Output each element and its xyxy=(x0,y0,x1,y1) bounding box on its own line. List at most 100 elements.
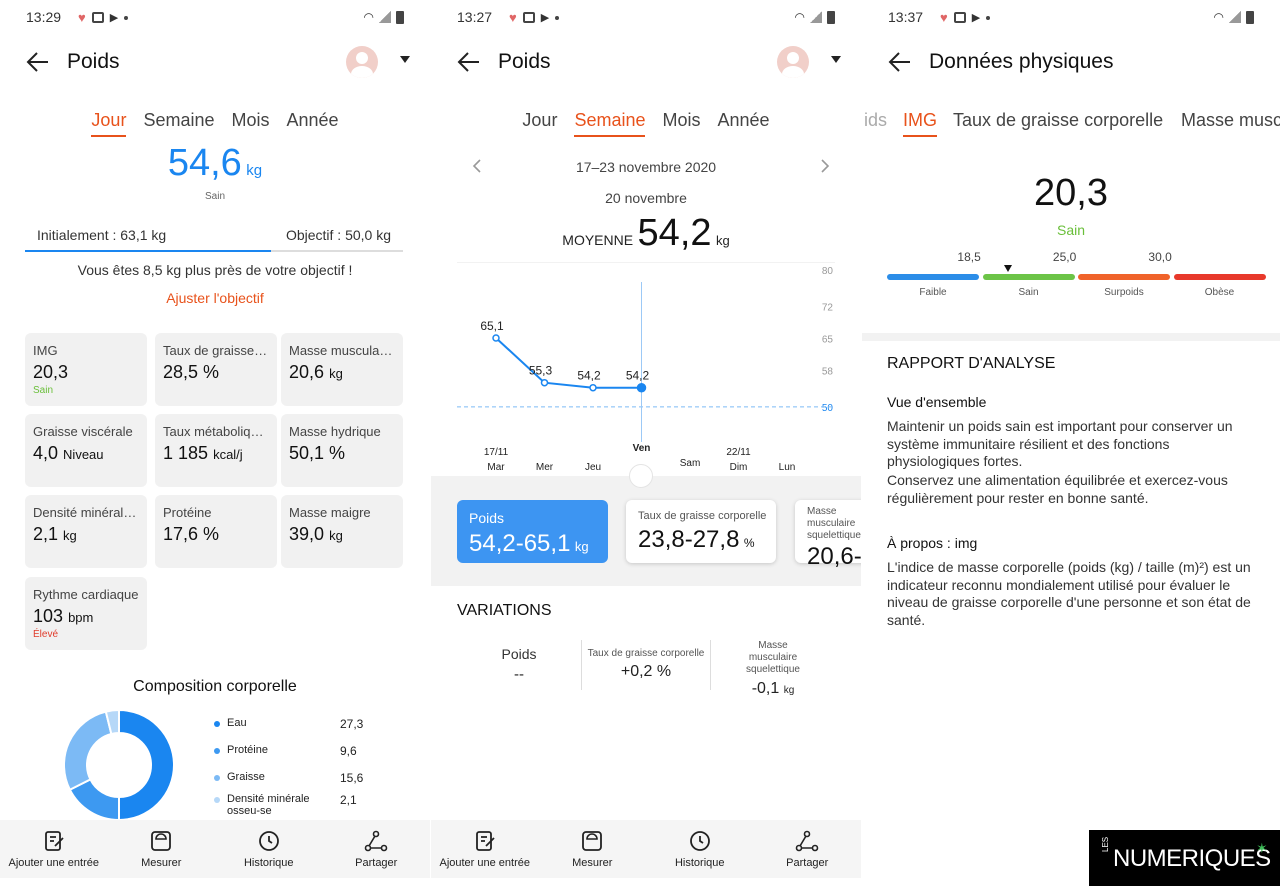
x-date-label: 17/11 xyxy=(484,447,509,458)
metric-tile-number: 39,0 xyxy=(289,524,325,544)
user-avatar[interactable] xyxy=(777,46,809,78)
back-arrow-icon[interactable] xyxy=(457,48,481,76)
metric-tile-number: 28,5 % xyxy=(163,362,220,382)
tab-day[interactable]: Jour xyxy=(91,110,127,137)
metric-tile-status: Sain xyxy=(33,385,54,396)
user-avatar[interactable] xyxy=(346,46,378,78)
metric-tile-label: Masse maigre xyxy=(289,505,371,520)
metric-tile[interactable]: Protéine 17,6 % xyxy=(155,495,277,568)
scale-segment-label: Sain xyxy=(1018,287,1039,298)
chart-handle[interactable] xyxy=(629,464,653,488)
adjust-goal-link[interactable]: Ajuster l'objectif xyxy=(166,290,264,306)
tab-year[interactable]: Année xyxy=(717,110,770,130)
metric-tile[interactable]: Taux de graisse … 28,5 % xyxy=(155,333,277,406)
nav-measure[interactable]: Mesurer xyxy=(111,829,211,869)
card-weight[interactable]: Poids 54,2-65,1 kg xyxy=(457,500,608,563)
report-title: RAPPORT D'ANALYSE xyxy=(887,355,1056,372)
edit-note-icon xyxy=(44,831,64,851)
back-arrow-icon[interactable] xyxy=(26,48,50,76)
tab-body-fat[interactable]: Taux de graisse corporelle xyxy=(953,110,1164,130)
tab-day[interactable]: Jour xyxy=(522,110,558,130)
legend-value: 15,6 xyxy=(340,771,364,785)
donut-slice xyxy=(118,708,175,822)
composition-donut-chart xyxy=(63,708,175,822)
metric-tile-label: Densité minérale … xyxy=(33,505,139,520)
share-icon xyxy=(795,830,819,852)
card-body-fat-unit: % xyxy=(743,536,755,550)
legend-label: Densité minérale osseu-se xyxy=(227,793,310,817)
nav-share-label: Partager xyxy=(355,857,398,869)
metric-tile[interactable]: Masse hydrique 50,1 % xyxy=(281,414,403,487)
metric-tile[interactable]: Masse musculair… 20,6 kg xyxy=(281,333,403,406)
tab-week[interactable]: Semaine xyxy=(143,110,215,130)
about-text: L'indice de masse corporelle (poids (kg)… xyxy=(887,559,1251,628)
card-skeletal-muscle[interactable]: Masse musculaire squelettique 20,6- xyxy=(795,500,861,570)
battery-icon xyxy=(396,10,404,24)
gallery-icon xyxy=(953,12,966,23)
battery-icon xyxy=(1246,10,1254,24)
nav-add-entry[interactable]: Ajouter une entrée xyxy=(4,829,104,869)
data-point xyxy=(589,383,597,392)
chevron-down-icon[interactable] xyxy=(400,56,410,63)
nav-share[interactable]: Partager xyxy=(757,829,857,869)
metric-tile[interactable]: Densité minérale … 2,1 kg xyxy=(25,495,147,568)
chevron-down-icon[interactable] xyxy=(831,56,841,63)
chevron-right-icon[interactable] xyxy=(819,158,831,174)
bmi-scale: Faible Sain Surpoids Obèse 18,5 25,0 30,0 xyxy=(887,248,1267,308)
variation-weight: Poids -- xyxy=(457,640,581,690)
metric-tile[interactable]: Masse maigre 39,0 kg xyxy=(281,495,403,568)
variation-body-fat: Taux de graisse corporelle +0,2 % xyxy=(581,640,711,690)
tab-month[interactable]: Mois xyxy=(662,110,701,130)
metric-tile-number: 17,6 % xyxy=(163,524,220,544)
signal-icon xyxy=(379,11,391,23)
metric-tile[interactable]: Graisse viscérale 4,0 Niveau xyxy=(25,414,147,487)
average-weight: MOYENNE 54,2 kg xyxy=(431,212,861,255)
nav-add-entry[interactable]: Ajouter une entrée xyxy=(435,829,535,869)
tab-year[interactable]: Année xyxy=(286,110,339,130)
watermark-logo: LES NUMERIQUES ✶ xyxy=(1089,830,1280,886)
card-body-fat-label: Taux de graisse corporelle xyxy=(638,510,767,522)
nav-history[interactable]: Historique xyxy=(219,829,319,869)
metric-tile[interactable]: Taux métabolique… 1 185 kcal/j xyxy=(155,414,277,487)
tab-month[interactable]: Mois xyxy=(231,110,270,130)
scale-segment xyxy=(887,274,979,280)
weekly-weight-line-chart[interactable]: 80 72 65 58 50 65,1 55,3 54,2 54,2 Mar 17/11 Mer Jeu… xyxy=(431,262,861,477)
metric-tile-value: 2,1 kg xyxy=(33,524,139,545)
data-label: 54,2 xyxy=(577,369,601,383)
y-tick-label: 72 xyxy=(822,303,834,314)
tab-previous-partial[interactable]: ids xyxy=(864,110,888,130)
composition-title: Composition corporelle xyxy=(133,678,297,695)
metric-tile[interactable]: IMG 20,3 Sain xyxy=(25,333,147,406)
card-body-fat[interactable]: Taux de graisse corporelle 23,8-27,8 % xyxy=(626,500,776,563)
data-label: 65,1 xyxy=(480,319,504,333)
x-tick-label: Jeu xyxy=(585,462,601,473)
y-tick-label: 80 xyxy=(822,266,834,277)
watermark-brand: NUMERIQUES xyxy=(1113,845,1271,872)
metric-tile-value: 1 185 kcal/j xyxy=(163,443,269,464)
metric-tile-unit: kg xyxy=(329,366,343,381)
metric-tabs: ids IMG Taux de graisse corporelle Masse… xyxy=(862,110,1280,142)
app-header: Données physiques xyxy=(888,44,1260,82)
tab-week[interactable]: Semaine xyxy=(574,110,646,137)
scale-tick-label: 18,5 xyxy=(957,250,981,264)
wifi-icon: ◠ xyxy=(363,10,374,24)
legend-label: Protéine xyxy=(227,744,268,756)
metric-tile-label: Taux métabolique… xyxy=(163,424,269,439)
metric-tile-value: 103 bpm xyxy=(33,606,139,627)
metric-tile[interactable]: Rythme cardiaque 103 bpm Élevé xyxy=(25,577,147,650)
chevron-left-icon[interactable] xyxy=(471,158,483,174)
nav-history[interactable]: Historique xyxy=(650,829,750,869)
nav-measure[interactable]: Mesurer xyxy=(542,829,642,869)
back-arrow-icon[interactable] xyxy=(888,48,912,76)
tab-muscle-partial[interactable]: Masse musc xyxy=(1181,110,1280,130)
gallery-icon xyxy=(522,12,535,23)
data-point xyxy=(492,334,500,342)
nav-share[interactable]: Partager xyxy=(326,829,426,869)
signal-icon xyxy=(1229,11,1241,23)
variation-skeletal-muscle: Masse musculaire squelettique -0,1 kg xyxy=(711,640,835,697)
health-app-icon: ♥ xyxy=(940,10,948,25)
x-tick-label: Mer xyxy=(536,462,554,473)
tab-img[interactable]: IMG xyxy=(903,110,937,137)
nav-add-entry-label: Ajouter une entrée xyxy=(439,857,530,869)
